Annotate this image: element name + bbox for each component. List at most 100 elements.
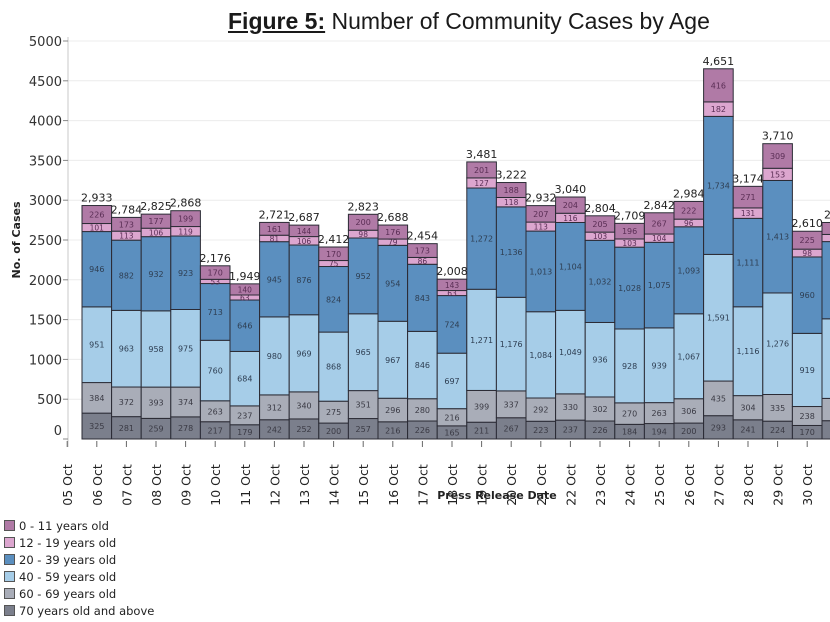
bars: 325 384 951 946 101 226 2,933 281 372 963 882 113 17… [81,55,830,440]
bar-segment [259,316,290,396]
segment-label: 846 [415,361,430,370]
segment-label: 946 [89,265,104,274]
bar-segment [762,292,793,396]
total-label: 2,932 [525,192,557,205]
total-label: 2,610 [791,217,823,230]
segment-label: 372 [119,398,134,407]
segment-label: 200 [326,427,341,436]
bar-segment [347,237,379,315]
segment-label: 238 [800,412,815,421]
bar-segment [347,213,379,231]
segment-label: 952 [356,272,371,281]
segment-label: 205 [592,220,607,229]
segment-label: 932 [148,270,163,279]
segment-label: 278 [178,424,193,433]
legend-label: 70 years old and above [19,603,155,618]
legend: 0 - 11 years old 12 - 19 years old 20 - 39… [4,517,154,619]
segment-label: 63 [240,294,250,303]
segment-label: 165 [444,428,459,437]
total-label: 2,868 [170,197,202,210]
legend-item: 12 - 19 years old [4,534,154,551]
bar-segment [555,221,586,311]
legend-item: 70 years old and above [4,602,154,619]
x-tick-label: 14 Oct [327,464,342,506]
segment-label: 293 [711,423,726,432]
x-tick-label: 07 Oct [119,464,134,506]
segment-label: 1,271 [470,336,493,345]
bar-segment [495,182,527,198]
segment-label: 144 [297,227,312,236]
segment-label: 868 [326,363,341,372]
segment-label: 325 [89,422,104,431]
segment-label: 1,049 [559,348,582,357]
x-tick-label: 27 Oct [711,464,726,506]
segment-label: 267 [652,219,667,228]
y-tick-label: 4500 [29,75,62,90]
segment-label: 184 [622,428,637,437]
segment-label: 876 [296,276,311,285]
bar-segment [495,296,527,392]
total-label: 2,804 [584,202,616,215]
legend-swatch [4,588,15,599]
segment-label: 226 [89,211,104,220]
segment-label: 1,028 [618,284,641,293]
segment-label: 312 [267,403,282,412]
segment-label: 824 [326,295,341,304]
segment-label: 101 [90,224,105,233]
legend-item: 40 - 59 years old [4,568,154,585]
total-label-partial: 2, [824,208,830,221]
bar-segment [584,239,616,323]
segment-label: 86 [418,257,428,266]
segment-label: 302 [592,405,607,414]
x-tick-label: 28 Oct [741,464,756,506]
segment-label: 207 [533,210,548,219]
x-tick-label: 22 Oct [563,464,578,506]
segment-label: 194 [652,427,667,436]
x-tick-label: 26 Oct [682,464,697,506]
bar-segment-partial [821,397,830,422]
segment-label: 1,136 [500,248,523,257]
segment-label: 335 [770,404,785,413]
segment-label: 928 [622,362,637,371]
segment-label: 980 [267,352,282,361]
segment-label: 936 [592,356,607,365]
total-label: 2,176 [199,252,231,265]
segment-label: 306 [681,407,696,416]
segment-label: 131 [741,209,756,218]
bar-segment [466,288,497,391]
y-tick-label: 500 [37,393,62,408]
segment-label: 53 [210,277,220,286]
x-tick-label: 16 Oct [386,464,401,506]
segment-label: 223 [533,426,548,435]
bar-segment [643,241,675,329]
segment-label: 954 [385,279,400,288]
x-axis: 05 Oct 06 Oct 07 Oct 08 Oct 09 Oct 10 Oct 11 O… [60,441,815,506]
segment-label: 170 [326,250,341,259]
segment-label: 81 [270,234,280,243]
x-tick-label: 17 Oct [415,464,430,506]
bar-segment [377,320,409,399]
bar-segment [170,210,201,228]
segment-label: 176 [385,228,400,237]
bar-segment [111,309,142,388]
segment-label: 200 [356,218,371,227]
bar-segment [199,265,231,280]
segment-label: 951 [89,341,104,350]
total-label: 3,481 [466,148,498,161]
bar-segment [407,243,438,258]
segment-label: 1,084 [529,351,552,360]
bar-segment [81,382,113,414]
legend-swatch [4,537,15,548]
segment-label: 724 [444,320,459,329]
bar-segment [436,352,468,410]
bar-segment-partial [821,233,830,243]
segment-label: 330 [563,403,578,412]
segment-label: 1,032 [589,277,612,286]
segment-label: 296 [385,406,400,415]
segment-label: 1,111 [737,259,760,268]
segment-label: 201 [474,166,489,175]
x-tick-label: 11 Oct [238,464,253,506]
segment-label: 1,075 [648,281,671,290]
legend-swatch [4,554,15,565]
x-tick-label: 23 Oct [593,464,608,506]
